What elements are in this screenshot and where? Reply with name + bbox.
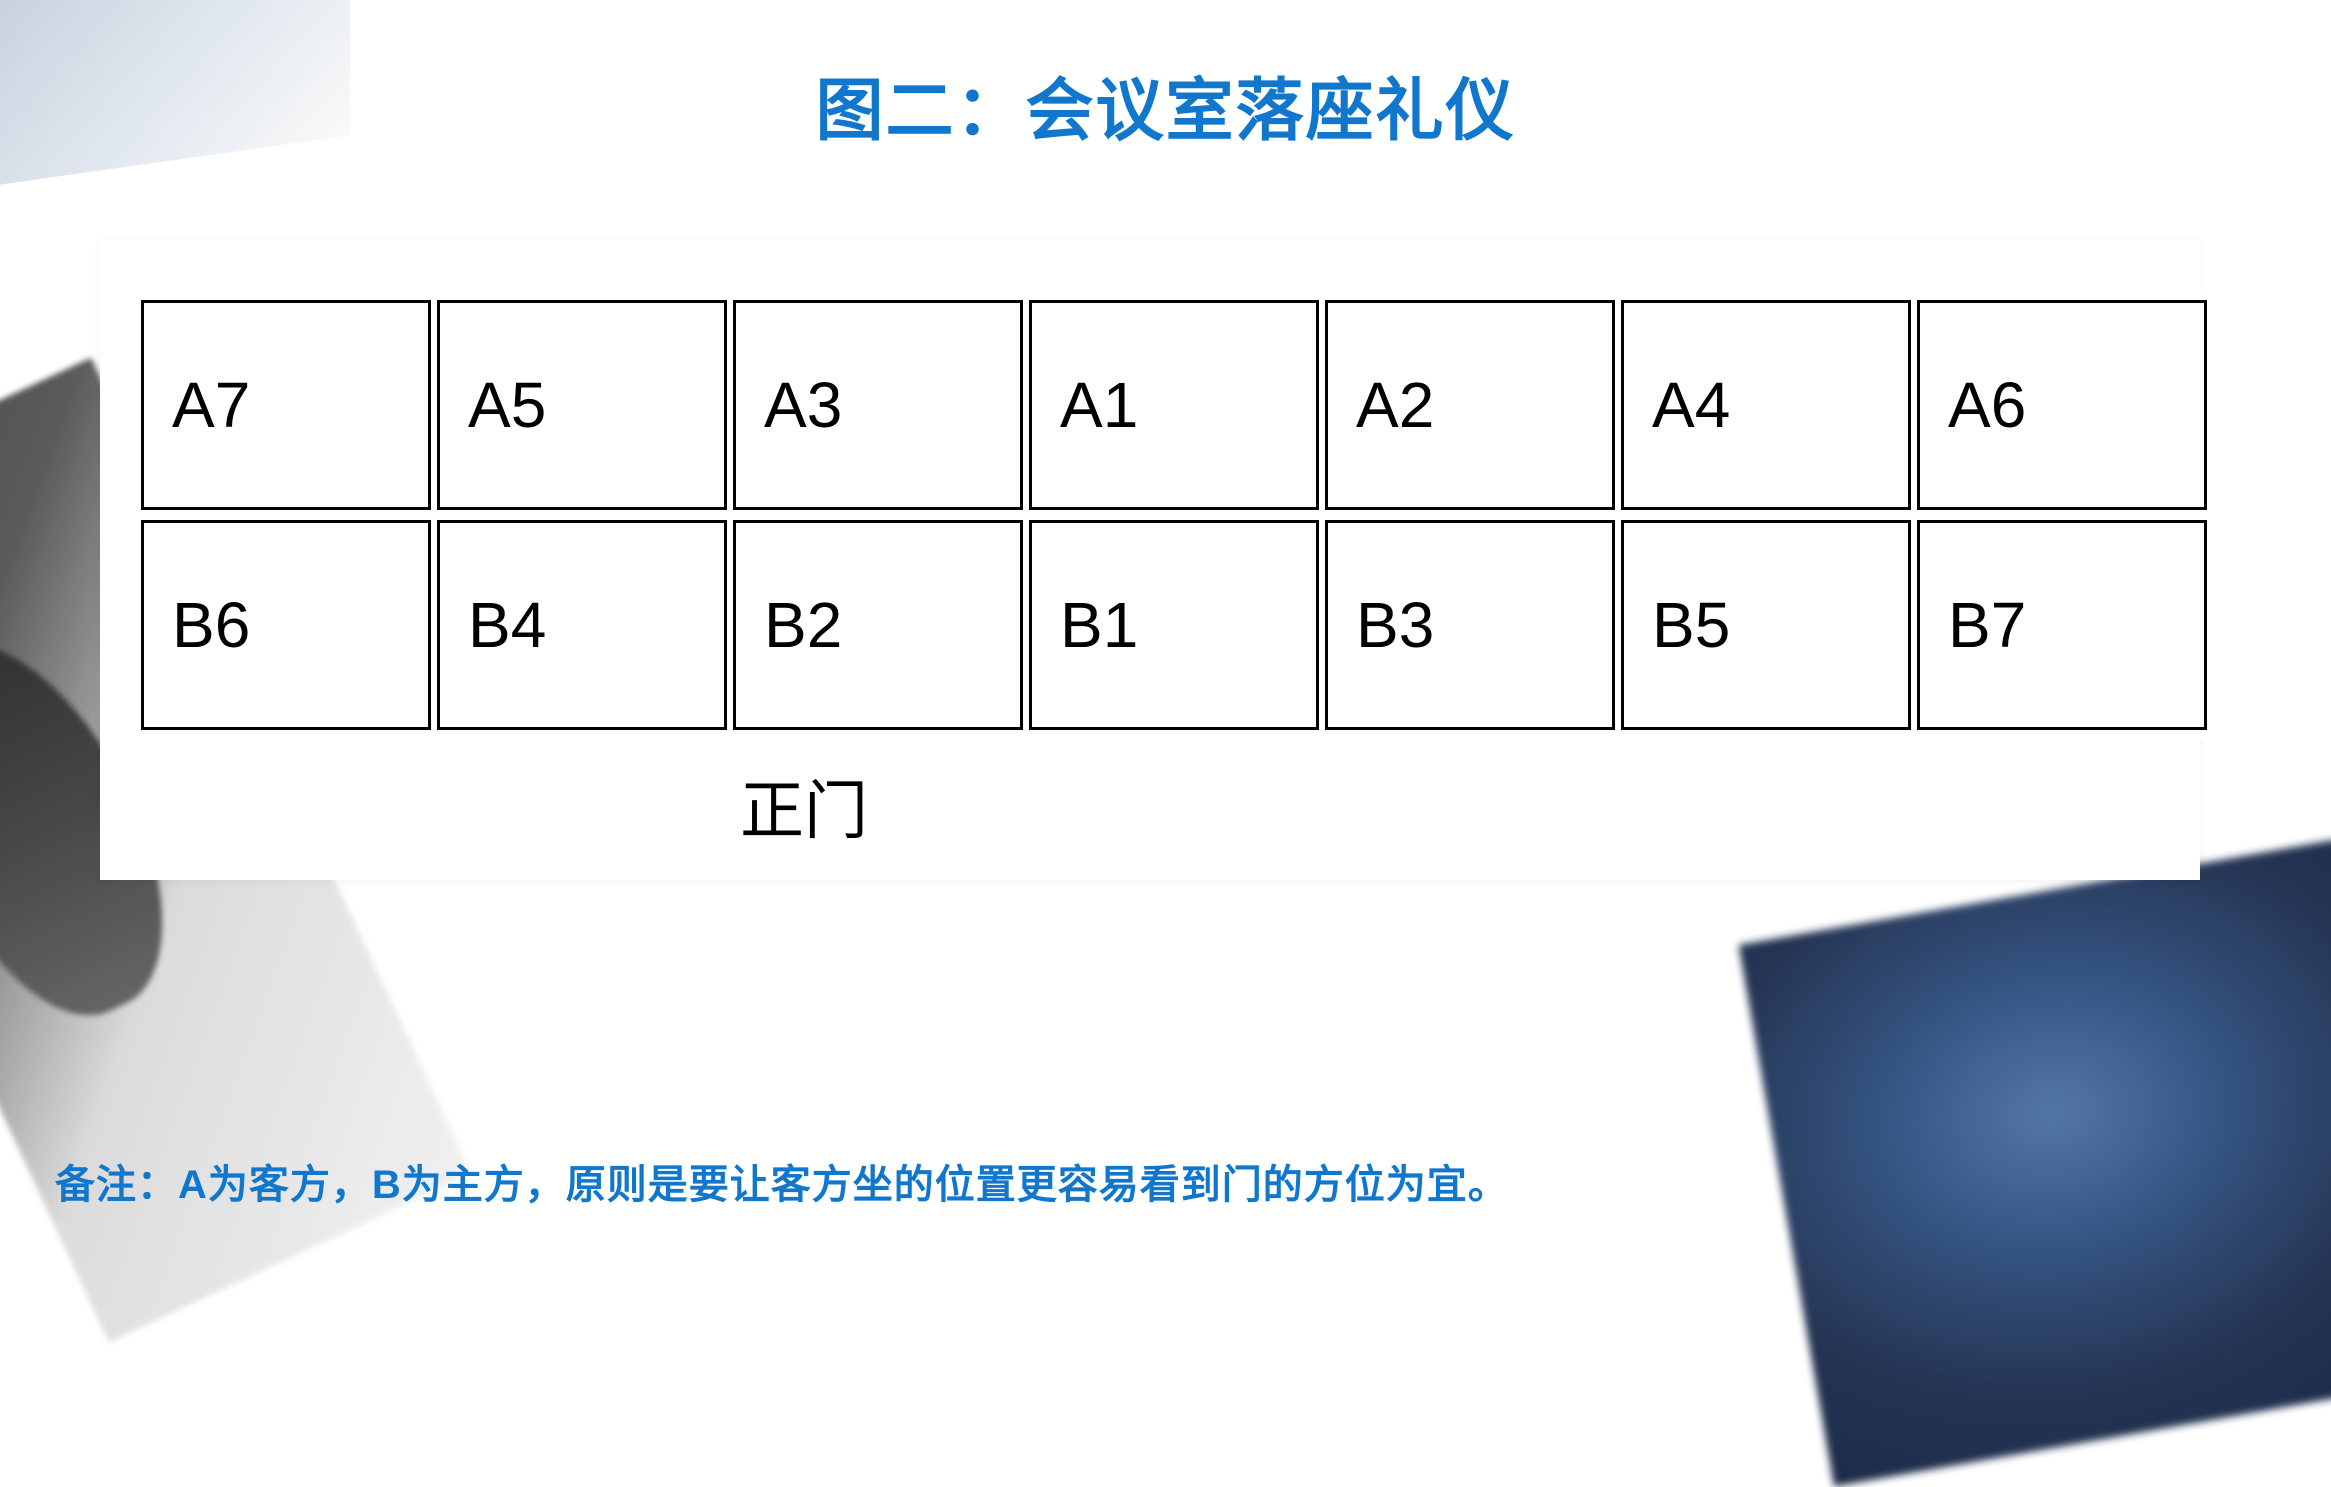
decorative-bg-right — [1739, 823, 2331, 1486]
seat-cell: A5 — [437, 300, 727, 510]
table-row: A7 A5 A3 A1 A2 A4 A6 — [141, 300, 2207, 510]
seat-cell: B6 — [141, 520, 431, 730]
decorative-bg-top — [0, 0, 350, 185]
seat-cell: B1 — [1029, 520, 1319, 730]
seat-cell: A1 — [1029, 300, 1319, 510]
table-row: B6 B4 B2 B1 B3 B5 B7 — [141, 520, 2207, 730]
seat-cell: B2 — [733, 520, 1023, 730]
seat-cell: A6 — [1917, 300, 2207, 510]
seat-cell: B3 — [1325, 520, 1615, 730]
seat-cell: B7 — [1917, 520, 2207, 730]
door-label: 正门 — [740, 760, 868, 852]
seat-cell: A4 — [1621, 300, 1911, 510]
footnote-text: 备注：A为客方，B为主方，原则是要让客方坐的位置更容易看到门的方位为宜。 — [55, 1152, 1509, 1210]
seat-cell: A3 — [733, 300, 1023, 510]
seat-cell: B4 — [437, 520, 727, 730]
seating-table-container: A7 A5 A3 A1 A2 A4 A6 B6 B4 B2 B1 B3 B5 B… — [135, 290, 2213, 740]
seat-cell: B5 — [1621, 520, 1911, 730]
seat-cell: A7 — [141, 300, 431, 510]
seating-table: A7 A5 A3 A1 A2 A4 A6 B6 B4 B2 B1 B3 B5 B… — [135, 290, 2213, 740]
page-title: 图二：会议室落座礼仪 — [815, 55, 1515, 154]
seat-cell: A2 — [1325, 300, 1615, 510]
